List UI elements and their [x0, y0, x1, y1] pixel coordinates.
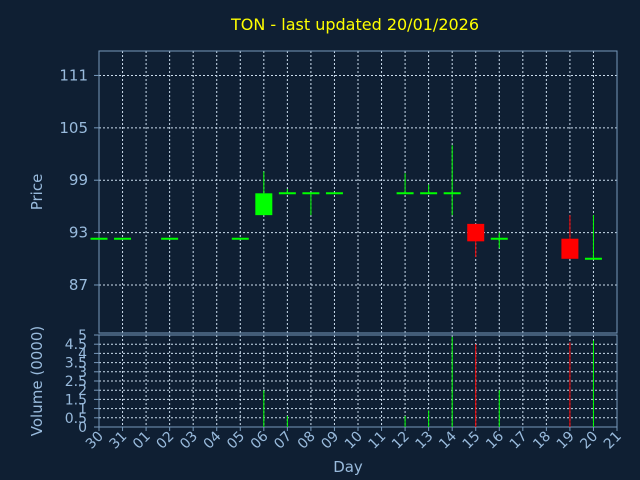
- volume-tick-label: 2: [78, 383, 87, 399]
- volume-axis-label: Volume (0000): [28, 326, 46, 436]
- volume-tick-label: 5: [78, 328, 87, 344]
- x-tick-label: 08: [295, 429, 319, 453]
- x-tick-label: 09: [318, 429, 342, 453]
- price-tick-label: 111: [59, 66, 88, 84]
- volume-panel: 00.511.522.533.544.55: [65, 328, 618, 436]
- candle-07: [278, 188, 296, 195]
- volume-tick-label: 0: [78, 420, 87, 436]
- candle-body: [255, 193, 273, 216]
- x-tick-label: 16: [483, 428, 507, 452]
- candle-16: [490, 232, 508, 249]
- volume-tick-label: 0.5: [65, 411, 87, 427]
- x-tick-label: 11: [365, 429, 389, 453]
- candle-body: [467, 223, 485, 242]
- price-plot-frame: [98, 50, 618, 334]
- candle-12: [396, 173, 414, 195]
- x-tick-label: 05: [224, 429, 248, 453]
- candle-06: [255, 171, 273, 216]
- price-panel: 111 105 99 93 87: [59, 50, 618, 334]
- x-tick-label: 06: [248, 428, 272, 452]
- x-tick-label: 12: [389, 429, 413, 453]
- volume-tick-label: 1: [78, 402, 87, 418]
- price-tick-label: 87: [69, 276, 88, 294]
- x-tick-label: 01: [130, 429, 154, 453]
- x-tick-label: 04: [201, 428, 225, 452]
- candle-13: [420, 184, 438, 195]
- candle-20: [584, 215, 602, 260]
- volume-tick-label: 4: [78, 346, 87, 362]
- x-tick-label: 20: [577, 429, 601, 453]
- price-tick-label: 93: [69, 224, 88, 242]
- chart-title: TON - last updated 20/01/2026: [230, 15, 479, 34]
- x-tick-label: 19: [554, 429, 578, 453]
- x-tick-label: 10: [342, 429, 366, 453]
- volume-tick-label: 3: [78, 365, 87, 381]
- candle-08: [302, 192, 320, 216]
- x-tick-label: 14: [436, 428, 460, 452]
- x-tick-label: 07: [271, 429, 295, 453]
- candle-body: [561, 238, 579, 259]
- price-axis-label: Price: [28, 174, 46, 211]
- candle-19: [561, 215, 579, 259]
- volume-tick-label: 2.5: [65, 374, 87, 390]
- candle-14: [443, 145, 461, 216]
- x-tick-label: 18: [530, 429, 554, 453]
- x-axis: 30 31 01 02 03 04 05 06 07 08 09 10 11 12 13 14 15 16 17 18…: [83, 427, 625, 452]
- volume-tick-label: 3.5: [65, 356, 87, 372]
- x-tick-label: 17: [507, 429, 531, 453]
- x-tick-label: 02: [154, 429, 178, 453]
- volume-tick-label: 1.5: [65, 392, 87, 408]
- x-tick-label: 21: [601, 429, 625, 453]
- x-axis-label: Day: [333, 458, 363, 476]
- x-tick-label: 03: [177, 429, 201, 453]
- x-tick-label: 31: [106, 429, 130, 453]
- x-tick-label: 15: [460, 429, 484, 453]
- price-tick-label: 105: [59, 119, 88, 137]
- candle-15: [467, 223, 485, 258]
- x-tick-label: 13: [413, 429, 437, 453]
- price-tick-label: 99: [69, 171, 88, 189]
- volume-tick-label: 4.5: [65, 337, 87, 353]
